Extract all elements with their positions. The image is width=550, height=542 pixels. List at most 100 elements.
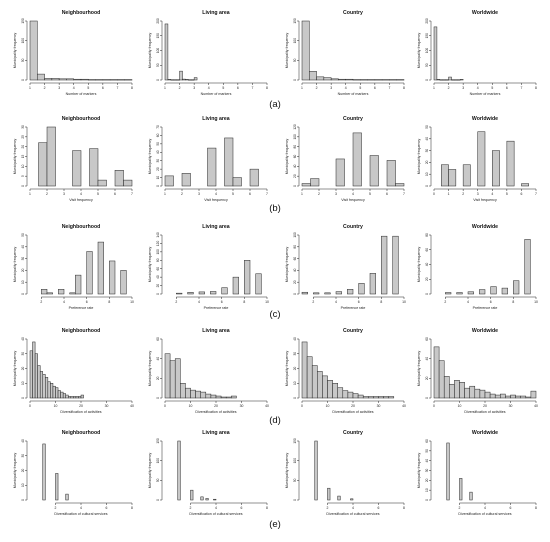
bar bbox=[433, 26, 438, 81]
chart-panel: Worldwide 0 10 20 30 40 50 0 1 2 3 4 5 6 7 Visit freque… bbox=[417, 116, 537, 202]
y-tick-label: 20 bbox=[425, 277, 429, 281]
chart-panel: Neighbourhood 0 10 20 30 40 50 2 4 6 8 10 Preference… bbox=[13, 224, 134, 310]
x-tick-label: 2 bbox=[462, 192, 464, 196]
x-tick-label: 40 bbox=[265, 404, 269, 408]
x-tick-label: 5 bbox=[369, 192, 371, 196]
bar bbox=[395, 183, 405, 187]
y-tick-label: 40 bbox=[156, 275, 160, 279]
x-axis-label: Preference rate bbox=[69, 306, 94, 310]
bar bbox=[337, 495, 341, 501]
chart-title: Country bbox=[343, 10, 363, 16]
chart-panel: Country 0 50 100 150 1 2 3 4 5 6 7 8 Number of marker… bbox=[285, 10, 405, 96]
bar bbox=[301, 183, 311, 187]
x-tick-label: 4 bbox=[73, 86, 75, 90]
bar bbox=[73, 78, 82, 81]
bar bbox=[438, 360, 445, 399]
bar bbox=[29, 350, 33, 399]
bar bbox=[75, 274, 82, 295]
bar bbox=[330, 78, 339, 81]
x-tick-label: 7 bbox=[116, 86, 118, 90]
y-tick-label: 30 bbox=[21, 454, 25, 458]
x-axis-label: Visit frequency bbox=[204, 198, 228, 202]
bar bbox=[448, 76, 452, 81]
y-tick-label: 20 bbox=[156, 376, 160, 380]
bar bbox=[515, 395, 521, 399]
x-tick-label: 3 bbox=[198, 192, 200, 196]
bar bbox=[47, 381, 51, 399]
bar bbox=[322, 375, 328, 399]
x-tick-label: 0 bbox=[433, 404, 435, 408]
x-tick-label: 10 bbox=[458, 404, 462, 408]
bar bbox=[88, 79, 96, 81]
y-tick-label: 100 bbox=[425, 48, 429, 54]
bar bbox=[80, 394, 84, 399]
bar bbox=[78, 396, 82, 399]
bar bbox=[249, 168, 259, 187]
bar bbox=[205, 498, 209, 501]
y-axis-label: Municipality frequency bbox=[285, 453, 289, 489]
bar bbox=[441, 164, 449, 187]
x-tick-label: 8 bbox=[403, 506, 405, 510]
bar bbox=[327, 487, 331, 501]
x-tick-label: 4 bbox=[467, 300, 469, 304]
y-tick-label: 20 bbox=[156, 284, 160, 288]
bar bbox=[68, 396, 72, 399]
y-tick-label: 0 bbox=[156, 79, 160, 81]
bar bbox=[316, 76, 325, 81]
bar bbox=[357, 394, 364, 399]
chart-title: Worldwide bbox=[472, 430, 498, 436]
x-tick-label: 5 bbox=[232, 192, 234, 196]
bar bbox=[347, 289, 354, 295]
bar bbox=[352, 79, 361, 81]
bar bbox=[323, 77, 332, 81]
bar bbox=[37, 73, 45, 81]
bar bbox=[310, 178, 320, 187]
bar bbox=[109, 260, 116, 295]
y-tick-label: 30 bbox=[21, 125, 25, 129]
y-tick-label: 0 bbox=[21, 79, 25, 81]
bar bbox=[124, 79, 133, 81]
y-tick-label: 150 bbox=[293, 438, 297, 444]
y-tick-label: 10 bbox=[156, 176, 160, 180]
bar bbox=[446, 442, 450, 501]
y-axis-label: Municipality frequency bbox=[417, 351, 421, 387]
bar bbox=[205, 393, 212, 399]
chart-title: Worldwide bbox=[472, 328, 498, 334]
bar bbox=[37, 365, 41, 399]
bar bbox=[362, 396, 369, 399]
x-tick-label: 8 bbox=[108, 300, 110, 304]
bar bbox=[42, 374, 46, 399]
bar bbox=[244, 260, 251, 295]
bar bbox=[451, 79, 455, 81]
chart-panel: Country 0 50 100 150 2 4 6 8 Diversification of c… bbox=[285, 430, 405, 516]
y-tick-label: 100 bbox=[293, 458, 297, 464]
y-tick-label: 10 bbox=[21, 164, 25, 168]
x-tick-label: 10 bbox=[265, 300, 269, 304]
x-tick-label: 40 bbox=[534, 404, 538, 408]
bar bbox=[368, 396, 374, 399]
x-axis-label: Number of markers bbox=[338, 92, 369, 96]
chart-panel: Living area 0 50 100 150 200 1 2 3 4 5 6 7 8 Number of… bbox=[148, 10, 268, 96]
y-tick-label: 30 bbox=[425, 149, 429, 153]
y-tick-label: 20 bbox=[293, 280, 297, 284]
chart-title: Neighbourhood bbox=[62, 10, 101, 16]
bar bbox=[454, 79, 458, 81]
y-tick-label: 15 bbox=[21, 155, 25, 159]
bar bbox=[188, 79, 192, 81]
x-axis-label: Preference rate bbox=[473, 306, 498, 310]
x-tick-label: 6 bbox=[374, 86, 376, 90]
x-axis-label: Visit frequency bbox=[473, 198, 497, 202]
y-tick-label: 40 bbox=[425, 263, 429, 267]
bar bbox=[352, 132, 362, 187]
x-tick-label: 1 bbox=[29, 192, 31, 196]
bar bbox=[311, 365, 318, 399]
y-axis-label: Municipality frequency bbox=[417, 453, 421, 489]
chart-title: Neighbourhood bbox=[62, 328, 101, 334]
bar bbox=[489, 393, 496, 399]
y-tick-label: 60 bbox=[425, 439, 429, 443]
x-tick-label: 2 bbox=[318, 192, 320, 196]
x-tick-label: 4 bbox=[208, 86, 210, 90]
bar bbox=[389, 79, 397, 81]
bar bbox=[73, 396, 77, 399]
bar bbox=[492, 150, 500, 187]
